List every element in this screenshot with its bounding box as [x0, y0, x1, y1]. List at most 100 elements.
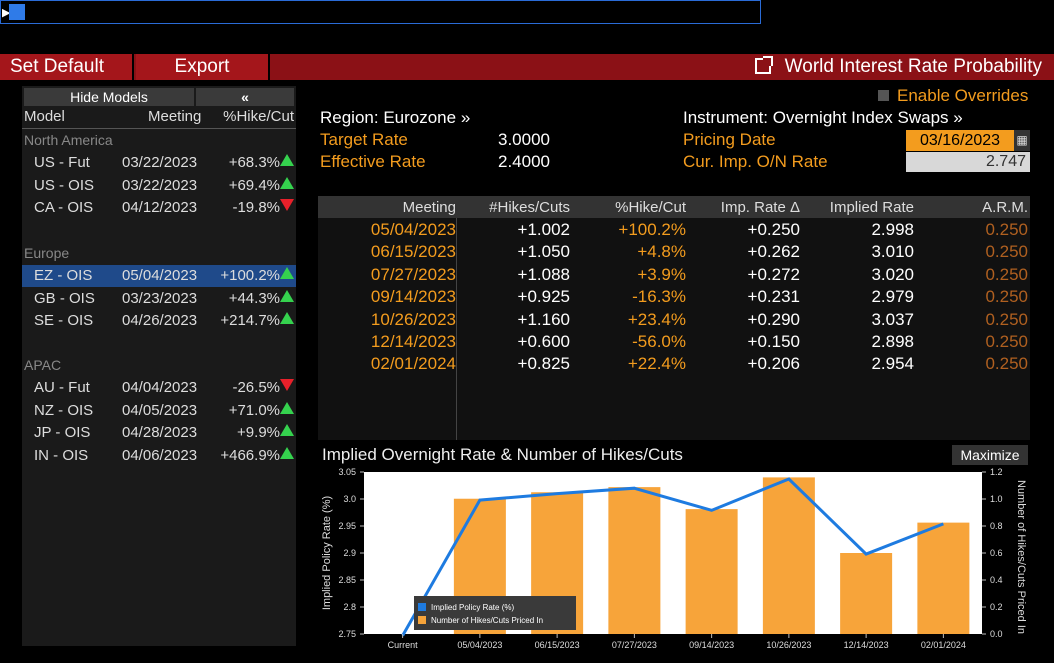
meeting-date: 02/01/2024 [370, 354, 456, 374]
target-rate-label: Target Rate [320, 130, 408, 149]
table-row[interactable]: 07/27/2023 +1.088 +3.9% +0.272 3.020 0.250 [318, 263, 1030, 285]
hikes-cuts: +1.088 [517, 264, 570, 284]
y2-tick-label: 1.2 [990, 467, 1003, 477]
arrow-up-icon [280, 289, 294, 302]
implied-rate: 3.010 [871, 242, 914, 262]
window-title: World Interest Rate Probability [754, 54, 1042, 80]
model-name: GB - OIS [34, 289, 95, 307]
hike-cut-pct: +100.2% [618, 220, 686, 239]
table-row[interactable]: 02/01/2024 +0.825 +22.4% +0.206 2.954 0.250 [318, 352, 1030, 374]
models-panel: Hide Models « Model Meeting %Hike/Cut No… [22, 86, 296, 646]
y2-axis-label: Number of Hikes/Cuts Priced In [1015, 480, 1027, 634]
y-tick-label: 2.85 [338, 575, 356, 585]
arm-value: 0.250 [985, 264, 1028, 284]
x-tick-label: Current [388, 640, 419, 650]
table-row[interactable]: 06/15/2023 +1.050 +4.8% +0.262 3.010 0.250 [318, 240, 1030, 262]
implied-rate: 2.979 [871, 287, 914, 307]
x-tick-label: 09/14/2023 [689, 640, 734, 650]
hike-cut-pct: +100.2% [220, 267, 280, 284]
model-name: JP - OIS [34, 424, 91, 441]
enable-overrides-label: Enable Overrides [897, 86, 1029, 105]
table-row[interactable]: 10/26/2023 +1.160 +23.4% +0.290 3.037 0.250 [318, 308, 1030, 330]
command-line[interactable]: ▶ [0, 0, 761, 24]
model-row[interactable]: NZ - OIS 04/05/2023 +71.0% [22, 400, 296, 422]
calendar-icon[interactable]: ▦ [1014, 130, 1030, 151]
arm-value: 0.250 [985, 332, 1028, 351]
imp-rate-label: Cur. Imp. O/N Rate [683, 152, 828, 171]
imp-rate-value: 2.747 [906, 152, 1030, 172]
th-implied-rate: Implied Rate [829, 199, 914, 216]
legend-box [414, 596, 576, 630]
bar-hikes-cuts [608, 487, 661, 634]
th-pct: %Hike/Cut [615, 199, 686, 216]
model-row[interactable]: EZ - OIS 05/04/2023 +100.2% [22, 265, 296, 287]
chart-title: Implied Overnight Rate & Number of Hikes… [322, 445, 683, 464]
model-row[interactable]: IN - OIS 04/06/2023 +466.9% [22, 445, 296, 467]
bar-hikes-cuts [762, 477, 815, 634]
meeting-date: 04/26/2023 [122, 312, 198, 329]
pricing-date-input[interactable]: 03/16/2023 [906, 130, 1014, 151]
model-row[interactable]: GB - OIS 03/23/2023 +44.3% [22, 288, 296, 310]
hike-cut-pct: +68.3% [228, 154, 280, 171]
y2-tick-label: 0.8 [990, 521, 1003, 531]
effective-rate-value: 2.4000 [498, 152, 550, 171]
arm-value: 0.250 [985, 242, 1028, 262]
model-row[interactable]: US - Fut 03/22/2023 +68.3% [22, 152, 296, 174]
model-row[interactable]: SE - OIS 04/26/2023 +214.7% [22, 310, 296, 332]
arm-value: 0.250 [985, 309, 1028, 329]
model-name: US - Fut [34, 154, 90, 171]
implied-rate: 2.898 [871, 332, 914, 351]
model-row[interactable]: CA - OIS 04/12/2023 -19.8% [22, 197, 296, 219]
model-name: AU - Fut [34, 379, 90, 396]
table-row[interactable]: 09/14/2023 +0.925 -16.3% +0.231 2.979 0.250 [318, 285, 1030, 307]
bar-hikes-cuts [917, 522, 970, 634]
target-rate-value: 3.0000 [498, 130, 550, 149]
imp-rate-delta: +0.290 [747, 309, 800, 329]
arrow-down-icon [280, 379, 294, 391]
model-row[interactable]: US - OIS 03/22/2023 +69.4% [22, 175, 296, 197]
hike-cut-pct: +23.4% [627, 309, 686, 329]
hide-models-button[interactable]: Hide Models [24, 88, 194, 106]
hike-cut-pct: +22.4% [627, 354, 686, 374]
imp-rate-delta: +0.250 [747, 220, 800, 239]
th-meeting: Meeting [402, 199, 456, 216]
checkbox-icon[interactable] [878, 90, 889, 101]
implied-rate: 2.998 [871, 220, 914, 239]
region-selector[interactable]: Region: Eurozone » [320, 108, 471, 127]
col-header-model: Model [24, 108, 65, 125]
table-row[interactable]: 12/14/2023 +0.600 -56.0% +0.150 2.898 0.250 [318, 330, 1030, 352]
hike-cut-pct: -26.5% [232, 379, 280, 396]
hike-cut-pct: +44.3% [228, 289, 280, 307]
hike-cut-pct: +69.4% [228, 176, 280, 194]
table-header: Meeting #Hikes/Cuts %Hike/Cut Imp. Rate … [318, 196, 1030, 218]
imp-rate-delta: +0.206 [747, 354, 800, 374]
x-tick-label: 02/01/2024 [921, 640, 966, 650]
y2-tick-label: 1.0 [990, 494, 1003, 504]
set-default-button[interactable]: Set Default [0, 54, 134, 80]
meeting-date: 04/04/2023 [122, 379, 198, 396]
meeting-date: 05/04/2023 [370, 220, 456, 239]
enable-overrides-toggle[interactable]: Enable Overrides [878, 86, 1028, 106]
arrow-up-icon [280, 312, 294, 324]
instrument-selector[interactable]: Instrument: Overnight Index Swaps » [683, 108, 963, 127]
external-link-icon[interactable] [754, 56, 773, 74]
export-button[interactable]: Export [136, 54, 270, 80]
hike-cut-pct: -19.8% [232, 199, 280, 216]
hike-cut-pct: +466.9% [220, 446, 280, 464]
y-axis-label: Implied Policy Rate (%) [321, 496, 333, 610]
arm-value: 0.250 [985, 287, 1028, 307]
group-label: APAC [24, 357, 62, 373]
command-cursor [9, 4, 25, 20]
model-row[interactable]: JP - OIS 04/28/2023 +9.9% [22, 422, 296, 444]
table-divider [456, 218, 457, 440]
table-row[interactable]: 05/04/2023 +1.002 +100.2% +0.250 2.998 0.250 [318, 218, 1030, 240]
model-name: SE - OIS [34, 312, 94, 329]
group-label: North America [24, 132, 113, 148]
model-row[interactable]: AU - Fut 04/04/2023 -26.5% [22, 377, 296, 399]
collapse-panel-button[interactable]: « [196, 88, 294, 106]
maximize-button[interactable]: Maximize [952, 445, 1028, 465]
hike-cut-pct: +9.9% [237, 424, 280, 441]
x-tick-label: 10/26/2023 [766, 640, 811, 650]
menu-bar: Set Default Export World Interest Rate P… [0, 54, 1054, 80]
model-name: EZ - OIS [34, 267, 93, 284]
